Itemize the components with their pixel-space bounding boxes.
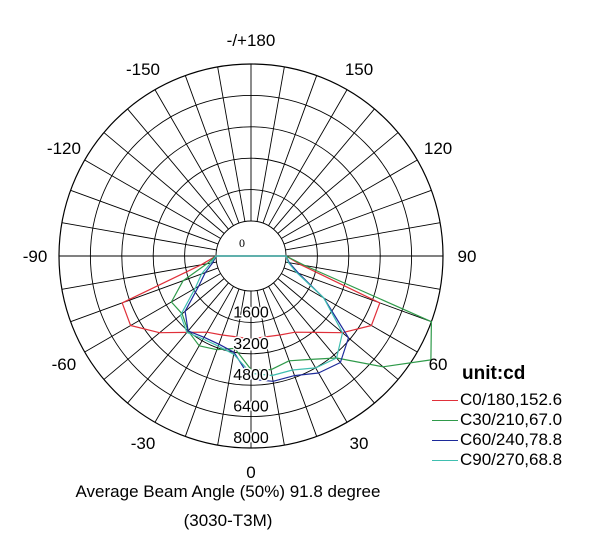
legend-swatch <box>432 460 458 461</box>
tick-layer: 0 1600 3200 4800 6400 8000 <box>232 235 271 449</box>
series-curve-1 <box>121 255 381 340</box>
angle-label: -120 <box>47 139 81 158</box>
grid-spoke <box>61 261 217 290</box>
caption-line-1: Average Beam Angle (50%) 91.8 degree <box>75 482 381 501</box>
legend-label: C0/180,152.6 <box>460 390 563 409</box>
angle-label: -150 <box>126 60 160 79</box>
angle-label: -60 <box>52 355 77 374</box>
grid-spoke <box>217 290 246 446</box>
legend-item: C0/180,152.6 <box>432 390 604 411</box>
radial-tick-label: 1600 <box>233 304 269 321</box>
legend-label: C30/210,67.0 <box>460 410 563 429</box>
grid-spoke <box>217 66 246 222</box>
legend-item: C90/270,68.8 <box>432 450 604 471</box>
grid-spoke <box>61 222 217 251</box>
grid-spoke <box>285 222 441 251</box>
grid-spoke <box>103 132 225 234</box>
angle-label-layer: -/+180 150 -150 120 -120 90 -90 60 -60 30 -30 0 <box>23 31 477 482</box>
grid-spoke <box>268 286 348 423</box>
angle-label: 60 <box>429 355 448 374</box>
grid-spoke <box>184 288 240 437</box>
grid-spoke <box>127 108 229 230</box>
unit-label: unit:cd <box>462 363 526 384</box>
grid-spoke <box>281 159 418 239</box>
angle-label: 150 <box>345 60 373 79</box>
series-curve-2 <box>170 255 432 371</box>
angle-label: -/+180 <box>227 31 276 50</box>
angle-label: -30 <box>131 434 156 453</box>
grid-spoke <box>268 89 348 226</box>
grid-spoke <box>281 273 418 353</box>
series-layer <box>121 255 432 382</box>
grid-spoke <box>256 290 285 446</box>
grid-spoke <box>154 286 234 423</box>
grid-spoke <box>154 89 234 226</box>
legend-swatch <box>432 400 458 401</box>
grid-spoke <box>285 261 441 290</box>
grid-spoke <box>273 108 375 230</box>
radial-tick-label: 6400 <box>233 399 269 416</box>
legend: C0/180,152.6 C30/210,67.0 C60/240,78.8 C90/… <box>432 390 604 471</box>
grid-spoke <box>283 189 432 245</box>
grid-spoke <box>70 267 219 323</box>
radial-tick-label: 0 <box>239 236 245 250</box>
caption-line-2: (3030-T3M) <box>183 511 273 530</box>
grid-spoke <box>256 66 285 222</box>
radial-tick-label: 4800 <box>233 367 269 384</box>
radial-tick-label: 8000 <box>233 430 269 447</box>
polar-grid <box>58 63 444 449</box>
grid-spoke <box>277 278 399 380</box>
angle-label: -90 <box>23 247 48 266</box>
angle-label: 0 <box>246 463 255 482</box>
grid-spoke <box>273 282 375 404</box>
grid-spoke <box>127 282 229 404</box>
grid-spoke <box>283 267 432 323</box>
angle-label: 30 <box>350 434 369 453</box>
legend-swatch <box>432 440 458 441</box>
angle-label: 90 <box>458 247 477 266</box>
grid-spoke <box>184 75 240 224</box>
grid-spoke <box>70 189 219 245</box>
grid-spoke <box>103 278 225 380</box>
grid-spoke <box>84 159 221 239</box>
legend-label: C90/270,68.8 <box>460 450 563 469</box>
legend-swatch <box>432 420 458 421</box>
radial-tick-label: 3200 <box>233 336 269 353</box>
series-curve-3 <box>184 255 350 382</box>
legend-label: C60/240,78.8 <box>460 430 563 449</box>
grid-spoke <box>262 75 318 224</box>
legend-item: C30/210,67.0 <box>432 410 604 431</box>
series-curve-4 <box>180 255 344 377</box>
legend-item: C60/240,78.8 <box>432 430 604 451</box>
angle-label: 120 <box>424 139 452 158</box>
grid-spoke <box>277 132 399 234</box>
grid-spoke <box>262 288 318 437</box>
